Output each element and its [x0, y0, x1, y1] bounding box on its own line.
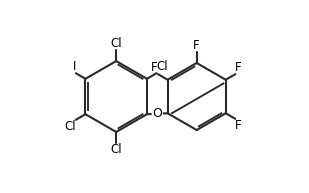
- Text: Cl: Cl: [110, 37, 122, 50]
- Text: Cl: Cl: [64, 120, 76, 133]
- Text: F: F: [193, 39, 200, 52]
- Text: F: F: [235, 61, 242, 74]
- Text: O: O: [152, 107, 162, 120]
- Text: Cl: Cl: [110, 143, 122, 156]
- Text: Cl: Cl: [156, 60, 168, 73]
- Text: F: F: [151, 61, 158, 74]
- Text: I: I: [73, 60, 76, 73]
- Text: F: F: [235, 119, 242, 132]
